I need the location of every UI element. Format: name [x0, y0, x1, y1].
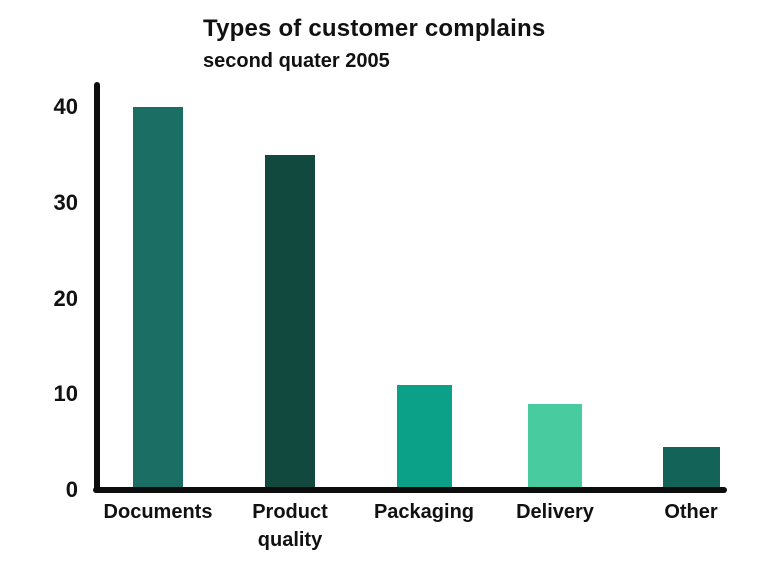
chart-subtitle: second quater 2005 [203, 50, 390, 72]
y-tick-label-20: 20 [53, 285, 78, 311]
x-label-documents: Documents [103, 501, 213, 523]
y-tick-label-0: 0 [65, 477, 78, 502]
y-axis-line [94, 82, 100, 493]
bar-packaging [397, 385, 452, 490]
y-tick-label-10: 10 [53, 381, 78, 407]
y-tick-label-30: 30 [53, 189, 78, 215]
bar-documents [133, 107, 183, 490]
y-tick-label-40: 40 [53, 94, 78, 119]
bar-product-quality [265, 155, 315, 490]
bar-delivery [528, 404, 582, 490]
x-label-product-quality: Product quality [252, 501, 328, 551]
x-axis-line [93, 487, 727, 493]
x-label-delivery: Delivery [516, 501, 594, 523]
chart-title: Types of customer complains [203, 15, 546, 42]
bar-other [663, 447, 720, 490]
x-label-packaging: Packaging [373, 501, 475, 523]
x-label-other: Other [664, 501, 718, 523]
